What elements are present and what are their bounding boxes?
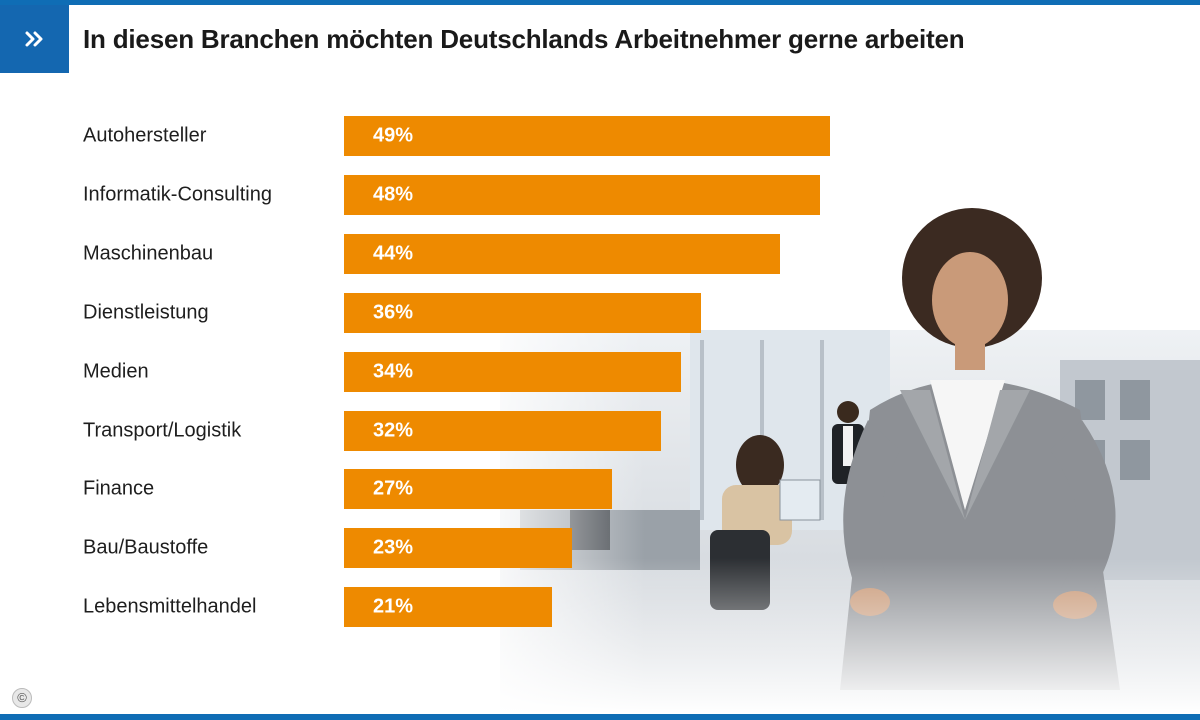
category-label: Lebensmittelhandel [83, 595, 257, 618]
bar-value-label: 23% [373, 536, 414, 559]
bar-value-label: 27% [373, 477, 414, 500]
category-label: Finance [83, 477, 155, 500]
bar-value-label: 44% [373, 242, 414, 265]
bar [344, 410, 662, 451]
bar [344, 233, 781, 274]
double-chevron-right-icon [25, 31, 42, 47]
bar [344, 528, 573, 569]
title-badge [0, 5, 69, 73]
background-photo [460, 90, 1200, 714]
bar-value-label: 48% [373, 183, 414, 206]
bar [344, 116, 831, 156]
category-label: Autohersteller [83, 124, 207, 147]
bar-value-label: 36% [373, 301, 414, 324]
copyright-icon: © [12, 688, 32, 708]
bar [344, 351, 682, 392]
bar [344, 292, 702, 333]
category-label: Dienstleistung [83, 301, 209, 324]
bar [344, 587, 553, 628]
category-label: Informatik-Consulting [83, 183, 272, 206]
bottom-accent-line [0, 714, 1200, 720]
category-label: Medien [83, 360, 149, 383]
top-accent-line [0, 0, 1200, 5]
bar [344, 174, 821, 215]
category-label: Transport/Logistik [83, 419, 242, 441]
bar-value-label: 49% [373, 124, 414, 147]
bar [344, 469, 612, 510]
category-label: Bau/Baustoffe [83, 536, 209, 559]
bar-value-label: 32% [373, 419, 414, 441]
bar-value-label: 34% [373, 360, 414, 383]
category-label: Maschinenbau [83, 242, 214, 265]
chart-title: In diesen Branchen möchten Deutschlands … [83, 24, 965, 54]
bar-value-label: 21% [373, 595, 414, 618]
